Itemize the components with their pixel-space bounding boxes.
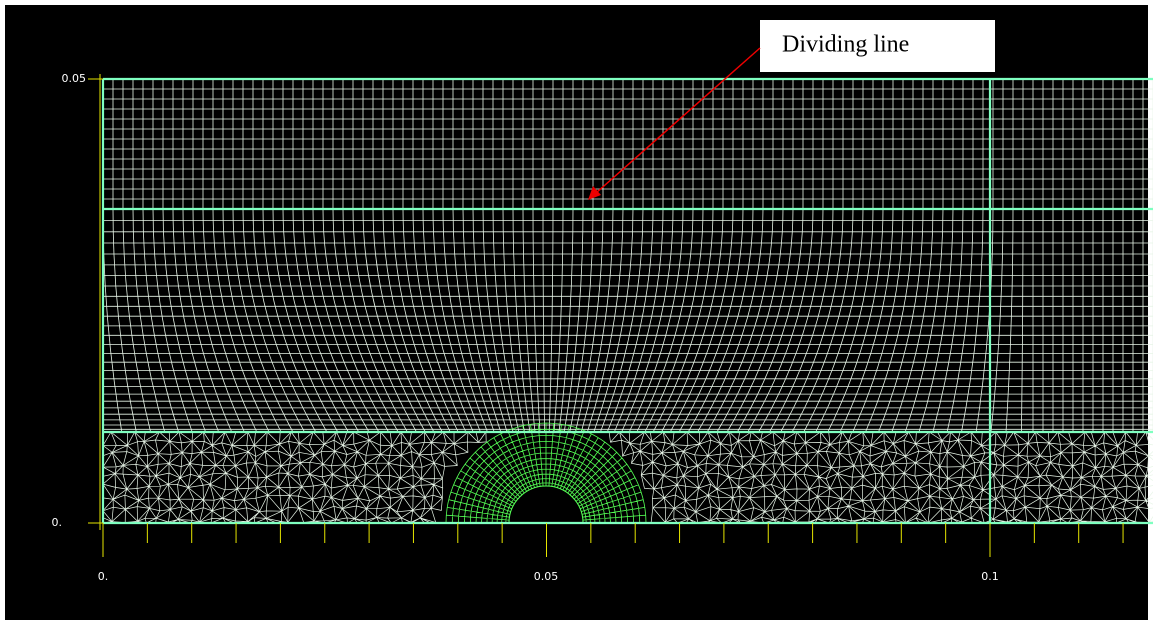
- y-tick-label: 0.: [52, 516, 63, 529]
- mesh-viewer: 0.05 0. 0. 0.05 0.1 Dividing line: [0, 0, 1153, 626]
- annotation-text: Dividing line: [782, 32, 909, 58]
- x-tick-label: 0.: [98, 570, 109, 583]
- y-tick-label: 0.05: [62, 72, 87, 85]
- x-tick-label: 0.05: [534, 570, 559, 583]
- viewport: [5, 5, 1148, 620]
- x-tick-label: 0.1: [981, 570, 999, 583]
